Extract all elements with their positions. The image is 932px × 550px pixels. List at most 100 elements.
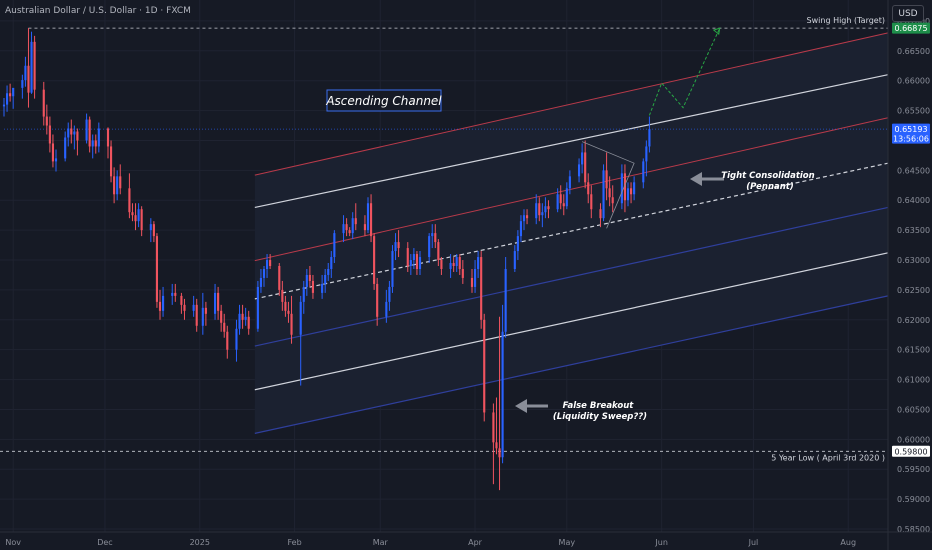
candle-bearish <box>525 215 529 219</box>
candle-bullish <box>256 286 259 329</box>
candle-bearish <box>483 319 486 413</box>
x-tick-label: Jul <box>748 538 759 547</box>
candle-bearish <box>458 257 461 269</box>
candle-bullish <box>455 257 458 266</box>
candle-bullish <box>244 316 247 320</box>
candle-bullish <box>21 80 24 88</box>
y-tick-label: 0.58500 <box>897 525 930 534</box>
channel-midline-dashed <box>254 162 889 300</box>
candle-bullish <box>516 236 519 252</box>
candle-bullish <box>519 221 523 237</box>
candle-bearish <box>284 301 287 311</box>
candle-bullish <box>333 233 336 258</box>
candle-bullish <box>330 257 333 269</box>
x-tick-label: 2025 <box>190 538 210 547</box>
y-tick-label: 0.61000 <box>897 376 930 385</box>
candle-bearish <box>373 236 376 284</box>
x-tick-label: Mar <box>373 538 389 547</box>
candle-bearish <box>599 209 602 219</box>
candle-bearish <box>140 209 143 231</box>
candle-bullish <box>238 313 241 329</box>
price-tag-label: 0.66875 <box>894 24 927 33</box>
candle-bearish <box>109 146 113 177</box>
x-tick-label: Apr <box>468 538 483 547</box>
candle-bearish <box>226 331 229 350</box>
candle-bearish <box>434 233 437 243</box>
channel-line-red <box>254 32 889 176</box>
candle-bearish <box>623 173 627 201</box>
y-tick-label: 0.60000 <box>897 435 930 444</box>
candle-bullish <box>97 128 100 147</box>
candle-bearish <box>134 215 137 222</box>
candle-bearish <box>113 176 116 195</box>
candle-bullish <box>201 307 204 326</box>
pennant-label: Tight Consolidation <box>721 171 814 181</box>
channel-fill <box>254 32 888 434</box>
candle-bearish <box>269 260 272 266</box>
candle-bearish <box>452 263 455 266</box>
candle-bearish <box>376 283 379 317</box>
y-tick-label: 0.59500 <box>897 465 930 474</box>
candle-bearish <box>88 119 91 147</box>
candle-bullish <box>259 277 263 287</box>
candle-bullish <box>504 268 507 332</box>
candle-bullish <box>391 251 394 287</box>
candle-bearish <box>51 143 55 162</box>
candle-bearish <box>480 257 483 320</box>
y-tick-label: 0.63000 <box>897 256 930 265</box>
candle-bearish <box>348 230 351 234</box>
candle-bullish <box>161 295 165 311</box>
candle-bullish <box>213 292 217 314</box>
y-tick-label: 0.62500 <box>897 286 930 295</box>
candle-bearish <box>538 203 541 216</box>
candle-bearish <box>492 412 495 443</box>
candle-bullish <box>299 301 302 335</box>
time-axis[interactable]: Nov Dec 2025 Feb Mar Apr May Jun Jul Aug <box>0 531 932 547</box>
candle-bearish <box>605 170 608 189</box>
candle-bullish <box>137 209 140 222</box>
ascending-channel-label-box <box>326 89 442 112</box>
candle-bullish <box>149 224 152 231</box>
candle-bearish <box>94 140 97 147</box>
y-tick-label: 0.59000 <box>897 495 930 504</box>
currency-button[interactable]: USD <box>892 5 924 22</box>
price-tag-current <box>892 123 930 144</box>
candle-bullish <box>385 301 388 317</box>
candle-bearish <box>590 194 593 210</box>
candle-bearish <box>223 322 226 332</box>
y-tick-label: 0.66000 <box>897 77 930 86</box>
candle-bullish <box>394 242 397 252</box>
candle-bearish <box>180 295 183 305</box>
candle-bearish <box>587 182 590 195</box>
candle-bullish <box>620 173 623 204</box>
arrow-up-icon <box>712 27 721 36</box>
candle-bearish <box>33 41 36 90</box>
candle-bullish <box>262 268 266 278</box>
candle-bearish <box>158 301 162 311</box>
candle-bullish <box>449 263 452 269</box>
price-tag-target <box>892 22 930 34</box>
candle-bullish <box>626 188 630 201</box>
candle-bullish <box>12 87 15 97</box>
candle-bullish <box>265 260 269 269</box>
candle-bearish <box>290 313 293 335</box>
candle-bearish <box>204 307 207 314</box>
candle-bearish <box>363 224 367 231</box>
candle-bullish <box>85 119 88 141</box>
candle-bearish <box>70 128 73 135</box>
candle-bearish <box>278 266 281 290</box>
x-tick-label: Feb <box>288 538 302 547</box>
y-tick-label: 0.63500 <box>897 226 930 235</box>
candle-bearish <box>415 254 419 269</box>
y-tick-label: 0.62000 <box>897 316 930 325</box>
candle-bearish <box>183 304 186 311</box>
candle-bearish <box>76 131 79 141</box>
level-label: 5 Year Low ( April 3rd 2020 ) <box>771 453 885 462</box>
candle-bearish <box>217 292 220 311</box>
candles[interactable] <box>2 28 651 491</box>
candle-bullish <box>418 257 422 269</box>
candle-bullish <box>91 140 94 147</box>
candle-bearish <box>437 242 440 261</box>
